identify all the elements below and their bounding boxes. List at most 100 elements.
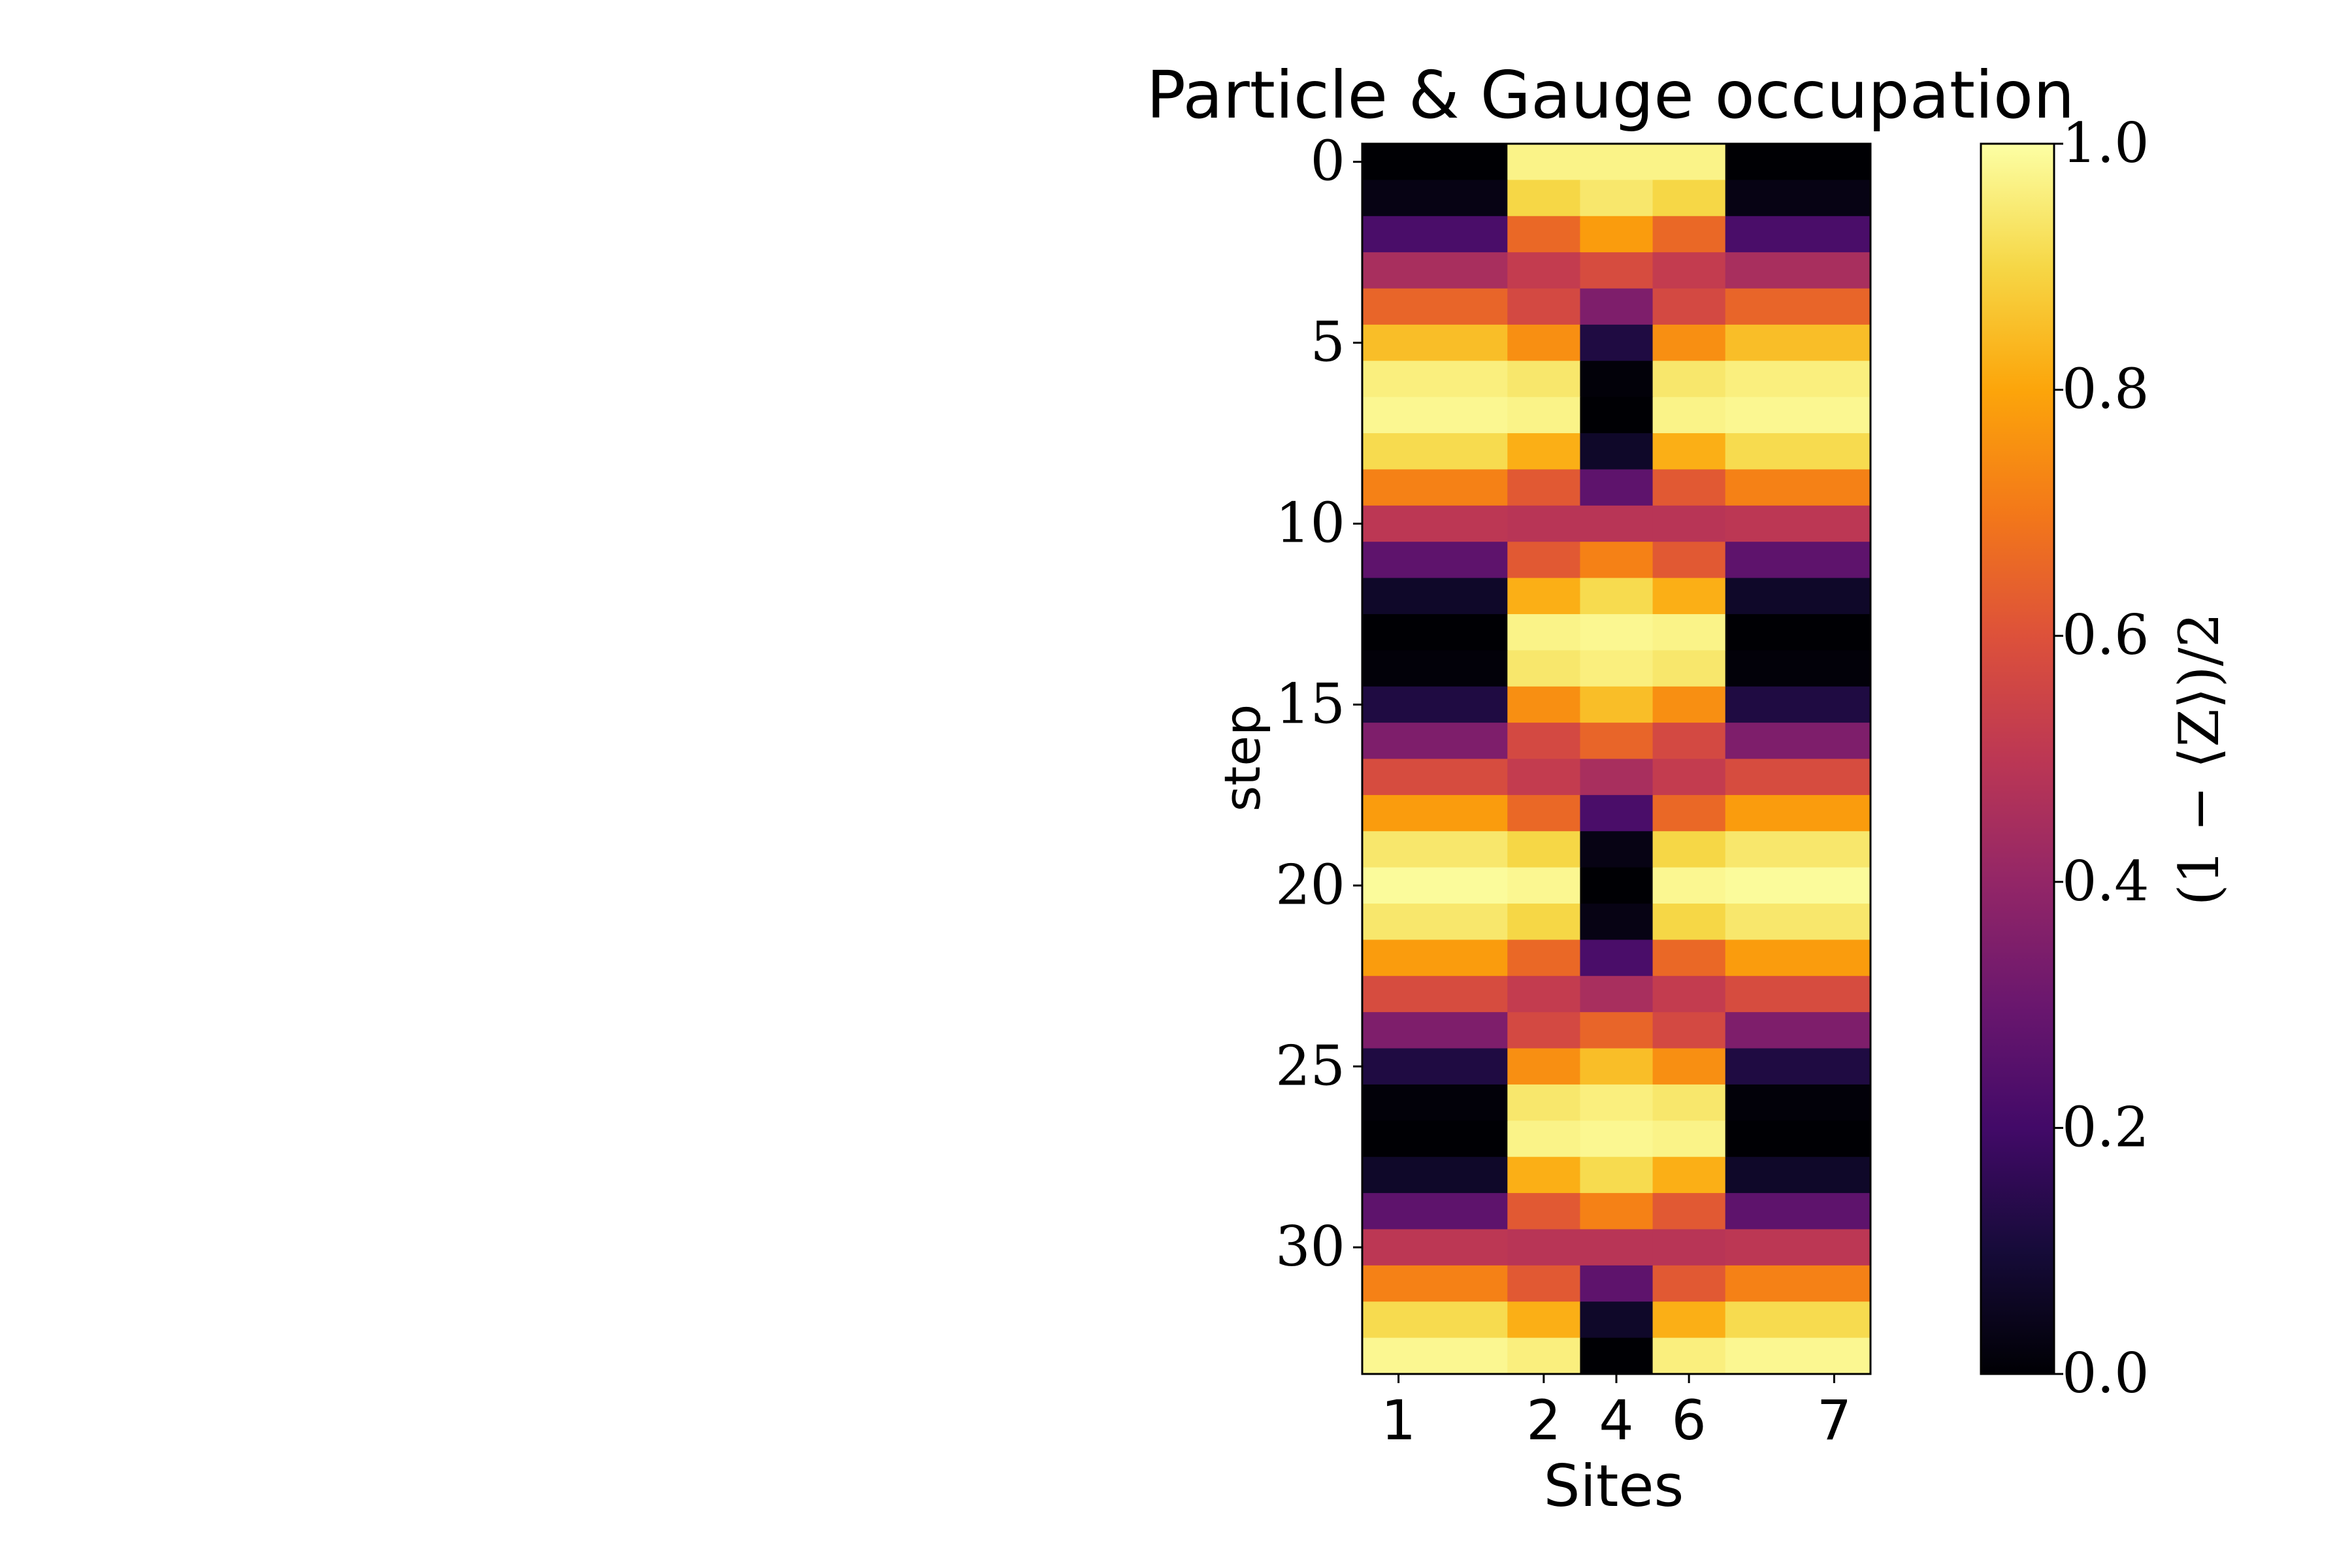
heatmap-cell [1652,759,1726,796]
heatmap-cell [1580,1265,1654,1303]
y-tick-label: 10 [1275,491,1345,555]
heatmap-cell [1362,686,1509,723]
heatmap-cell [1725,469,1871,506]
heatmap-cell [1652,1120,1726,1158]
heatmap-cell [1652,1301,1726,1339]
heatmap-cell [1507,1265,1581,1303]
heatmap-cell [1580,324,1654,362]
y-tick-label: 25 [1275,1034,1345,1098]
heatmap-cell [1362,1193,1509,1230]
heatmap-cell [1580,1193,1654,1230]
heatmap-cell [1580,180,1654,217]
heatmap-cell [1652,904,1726,941]
colorbar-tick-label: 0.8 [2062,357,2149,421]
colorbar-tick-label: 1.0 [2062,111,2149,175]
heatmap-cell [1362,1048,1509,1085]
heatmap-cell [1725,1229,1871,1266]
heatmap-cell [1652,361,1726,398]
heatmap-cell [1362,216,1509,253]
heatmap-cell [1362,1012,1509,1049]
heatmap-cell [1580,904,1654,941]
heatmap-cell [1362,433,1509,470]
heatmap-cell [1580,650,1654,687]
heatmap-cell [1507,686,1581,723]
heatmap-cell [1507,1084,1581,1122]
heatmap-cell [1362,469,1509,506]
heatmap-cell [1725,975,1871,1013]
heatmap-cells [1362,144,1871,1375]
heatmap-cell [1507,1229,1581,1266]
heatmap-cell [1725,939,1871,977]
heatmap-cell [1507,975,1581,1013]
heatmap-cell [1725,144,1871,181]
heatmap-cell [1652,939,1726,977]
x-tick-label: 6 [1671,1388,1706,1452]
heatmap-cell [1580,397,1654,434]
heatmap-cell [1507,1193,1581,1230]
heatmap-cell [1725,723,1871,760]
heatmap-cell [1507,433,1581,470]
heatmap-cell [1725,1048,1871,1085]
heatmap-cell [1725,1337,1871,1375]
heatmap-cell [1362,1337,1509,1375]
heatmap-cell [1725,324,1871,362]
heatmap-cell [1580,794,1654,832]
heatmap-cell [1725,1193,1871,1230]
heatmap-cell [1580,252,1654,289]
heatmap-cell [1652,1156,1726,1194]
heatmap-cell [1362,831,1509,868]
heatmap-cell [1580,1084,1654,1122]
heatmap-cell [1725,505,1871,542]
heatmap-cell [1652,144,1726,181]
heatmap-cell [1725,433,1871,470]
heatmap-cell [1725,180,1871,217]
heatmap-cell [1580,144,1654,181]
heatmap-cell [1507,542,1581,579]
heatmap-cell [1507,1012,1581,1049]
y-tick-label: 20 [1275,853,1345,917]
heatmap-cell [1725,1301,1871,1339]
heatmap-cell [1652,867,1726,904]
heatmap-cell [1507,1156,1581,1194]
heatmap-cell [1580,1048,1654,1085]
heatmap-cell [1507,613,1581,651]
heatmap-cell [1725,578,1871,615]
heatmap-cell [1507,324,1581,362]
heatmap-cell [1507,361,1581,398]
heatmap-cell [1725,397,1871,434]
heatmap-cell [1507,144,1581,181]
heatmap-cell [1580,1012,1654,1049]
heatmap-cell [1507,216,1581,253]
heatmap-cell [1725,686,1871,723]
heatmap-cell [1725,1084,1871,1122]
heatmap-cell [1580,759,1654,796]
heatmap-cell [1652,1193,1726,1230]
heatmap-cell [1652,180,1726,217]
heatmap-cell [1507,469,1581,506]
heatmap-cell [1725,867,1871,904]
heatmap-cell [1507,288,1581,325]
heatmap-cell [1580,686,1654,723]
heatmap-cell [1362,180,1509,217]
heatmap-cell [1725,794,1871,832]
heatmap-cell [1362,361,1509,398]
heatmap-cell [1652,397,1726,434]
heatmap-cell [1725,1156,1871,1194]
heatmap-cell [1652,288,1726,325]
heatmap-cell [1507,1048,1581,1085]
heatmap-cell [1725,252,1871,289]
heatmap-cell [1580,939,1654,977]
heatmap-cell [1362,144,1509,181]
heatmap-cell [1362,650,1509,687]
heatmap-cell [1725,650,1871,687]
heatmap-cell [1580,216,1654,253]
heatmap-cell [1362,1265,1509,1303]
heatmap-cell [1507,650,1581,687]
heatmap-cell [1507,505,1581,542]
heatmap-cell [1725,1120,1871,1158]
heatmap-cell [1362,1301,1509,1339]
heatmap-cell [1362,794,1509,832]
y-axis-label: step [1213,704,1271,811]
heatmap-cell [1507,759,1581,796]
